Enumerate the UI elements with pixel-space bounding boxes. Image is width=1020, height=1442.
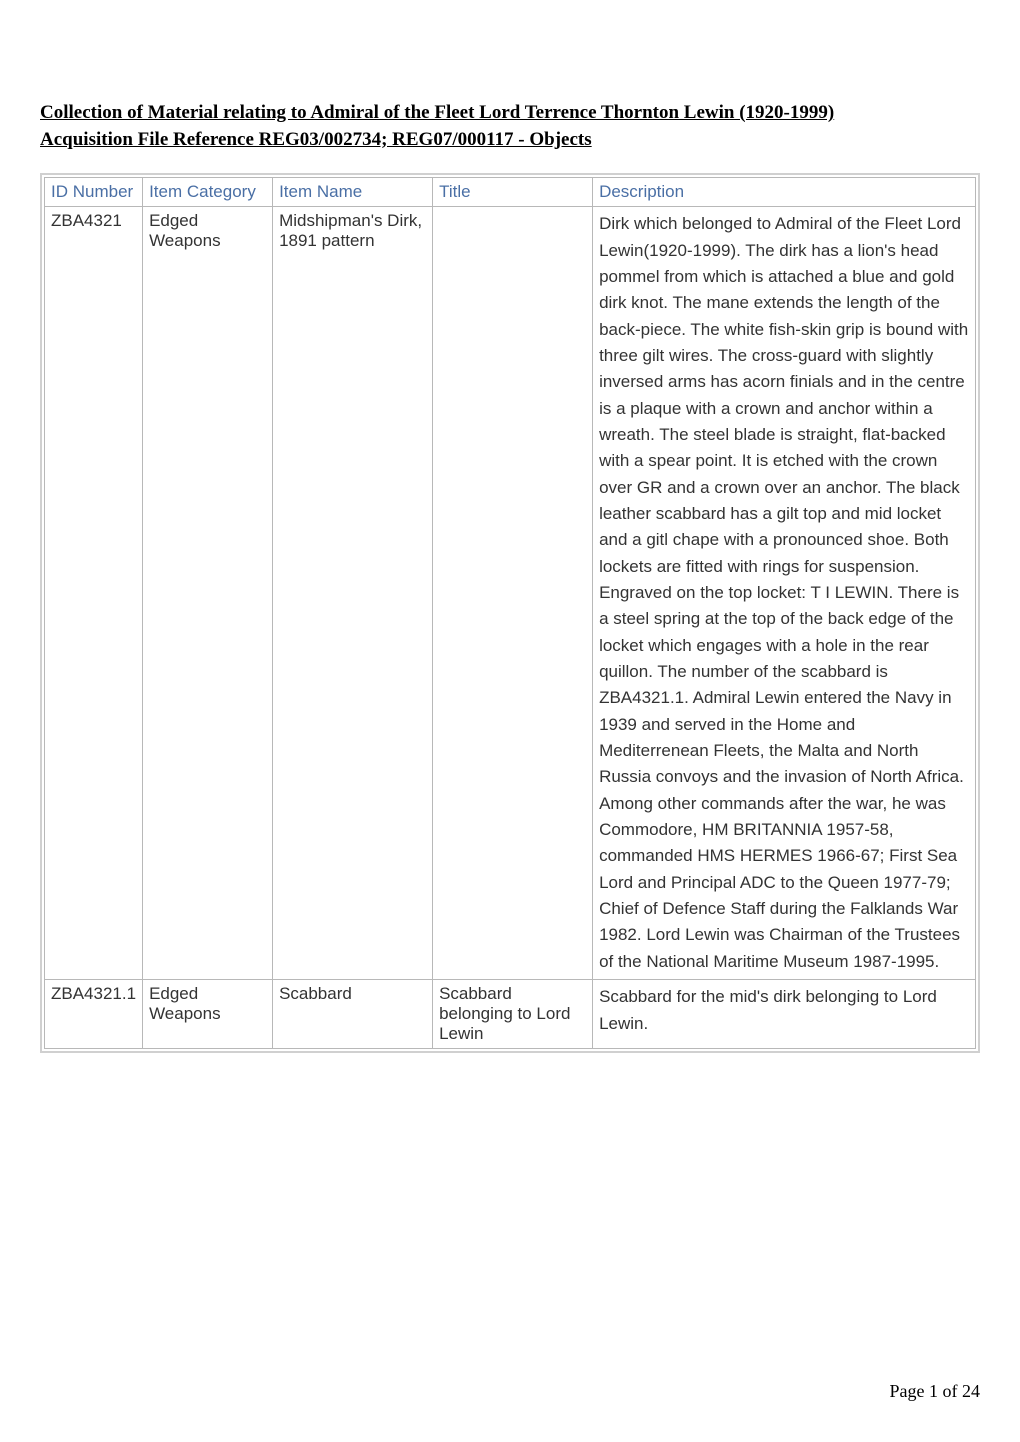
column-header-id: ID Number — [45, 178, 143, 207]
column-header-category: Item Category — [143, 178, 273, 207]
page-number: Page 1 of 24 — [890, 1381, 980, 1402]
heading-line-2: Acquisition File Reference REG03/002734;… — [40, 127, 980, 154]
items-table: ID Number Item Category Item Name Title … — [44, 177, 976, 1049]
cell-description: Scabbard for the mid's dirk belonging to… — [593, 980, 976, 1049]
cell-title: Scabbard belonging to Lord Lewin — [433, 980, 593, 1049]
table-container: ID Number Item Category Item Name Title … — [40, 173, 980, 1053]
column-header-title: Title — [433, 178, 593, 207]
cell-description: Dirk which belonged to Admiral of the Fl… — [593, 207, 976, 980]
table-row: ZBA4321 Edged Weapons Midshipman's Dirk,… — [45, 207, 976, 980]
cell-id: ZBA4321.1 — [45, 980, 143, 1049]
table-row: ZBA4321.1 Edged Weapons Scabbard Scabbar… — [45, 980, 976, 1049]
cell-name: Midshipman's Dirk, 1891 pattern — [273, 207, 433, 980]
document-heading: Collection of Material relating to Admir… — [40, 100, 980, 153]
cell-title — [433, 207, 593, 980]
cell-name: Scabbard — [273, 980, 433, 1049]
cell-category: Edged Weapons — [143, 980, 273, 1049]
table-header-row: ID Number Item Category Item Name Title … — [45, 178, 976, 207]
cell-category: Edged Weapons — [143, 207, 273, 980]
heading-line-1: Collection of Material relating to Admir… — [40, 100, 980, 127]
column-header-description: Description — [593, 178, 976, 207]
column-header-name: Item Name — [273, 178, 433, 207]
cell-id: ZBA4321 — [45, 207, 143, 980]
